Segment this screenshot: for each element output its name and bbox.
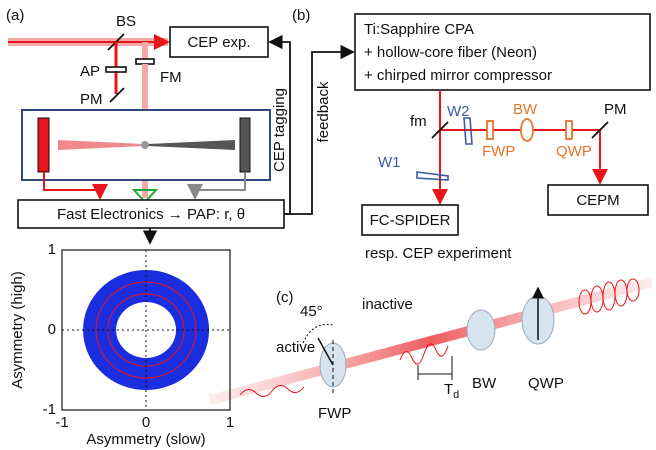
point-cloud — [83, 270, 210, 390]
label: PM — [604, 101, 627, 118]
note: resp. CEP experiment — [365, 245, 512, 262]
label: 45° — [300, 303, 323, 320]
panel-label: (b) — [292, 7, 310, 24]
box-label: + hollow-core fiber (Neon) — [364, 44, 537, 61]
window — [520, 118, 534, 142]
label: BS — [116, 13, 136, 30]
label: W2 — [447, 103, 470, 120]
label: Td — [444, 381, 459, 401]
label: FWP — [318, 405, 351, 422]
label: BW — [513, 101, 538, 118]
pulse — [399, 343, 449, 365]
mirror — [591, 121, 609, 139]
target — [141, 141, 149, 149]
mirror — [135, 58, 155, 65]
cone — [148, 140, 235, 150]
wedge — [416, 171, 449, 181]
cone — [58, 140, 143, 150]
label: inactive — [362, 296, 413, 313]
detector — [131, 189, 159, 204]
aperture — [105, 66, 127, 73]
x-tick-label: 1 — [226, 414, 234, 431]
waveplate — [486, 120, 494, 140]
label: T — [444, 381, 453, 398]
scatter-plot: Asymmetry (slow) Asymmetry (high) -1 0 1 -1… — [9, 241, 234, 448]
x-tick-label: 0 — [142, 414, 150, 431]
box-label: + chirped mirror compressor — [364, 67, 552, 84]
beam — [208, 277, 654, 405]
box-label: Fast Electronics → PAP: r, θ — [57, 206, 245, 223]
box — [547, 184, 649, 216]
box — [169, 26, 269, 58]
label: PM — [80, 91, 103, 108]
signal — [43, 172, 108, 200]
arrow — [284, 44, 355, 215]
y-tick-label: 0 — [48, 321, 56, 338]
pulse — [578, 278, 640, 315]
signal — [187, 172, 246, 200]
wedge — [463, 117, 473, 145]
x-axis-label: Asymmetry (slow) — [86, 431, 205, 448]
label: FM — [160, 69, 182, 86]
label: BW — [472, 375, 497, 392]
y-tick-label: -1 — [43, 401, 56, 418]
label: CEP tagging — [271, 88, 288, 172]
panel-label: (c) — [276, 289, 294, 306]
box-label: FC-SPIDER — [370, 212, 451, 229]
detector — [239, 117, 251, 173]
panel-c: (c) 45° inactive active FWP Td BW QWP — [208, 277, 654, 422]
axis — [317, 337, 334, 366]
pulse — [239, 385, 305, 397]
box-label: Ti:Sapphire CPA — [364, 21, 474, 38]
panel-a: (a) BS AP PM FM CEP exp. Fast Electronic… — [6, 7, 285, 245]
box — [361, 204, 459, 236]
box — [17, 199, 285, 229]
label: AP — [80, 63, 100, 80]
y-axis-label: Asymmetry (high) — [9, 271, 26, 389]
x-tick-label: -1 — [55, 414, 68, 431]
detector — [37, 117, 50, 173]
box-label: CEP exp. — [187, 34, 250, 51]
panel-label: (a) — [6, 7, 24, 24]
y-tick-label: 1 — [48, 241, 56, 258]
mirror — [431, 121, 449, 139]
window — [466, 309, 496, 351]
label: feedback — [315, 81, 332, 142]
rotation — [302, 323, 334, 344]
label: QWP — [556, 143, 592, 160]
label: W1 — [378, 154, 401, 171]
box — [354, 13, 651, 91]
mirror — [109, 87, 125, 103]
label: QWP — [528, 375, 564, 392]
label: d — [453, 389, 459, 401]
waveplate — [565, 120, 573, 140]
box-label: CEPM — [576, 192, 619, 209]
panel-b: (b) Ti:Sapphire CPA + hollow-core fiber … — [292, 7, 651, 262]
label: fm — [410, 113, 427, 130]
label: FWP — [482, 143, 515, 160]
label: active — [276, 339, 315, 356]
